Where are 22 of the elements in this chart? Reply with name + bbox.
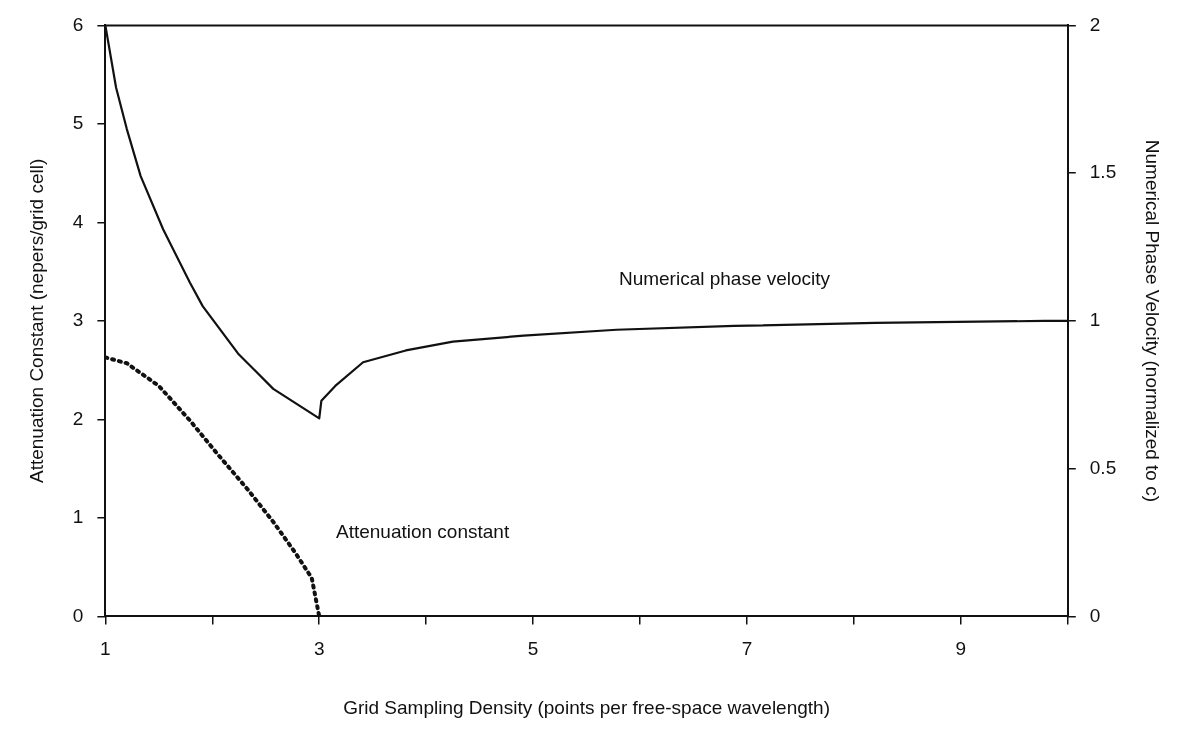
x-tick-label: 7: [741, 638, 753, 660]
x-axis-title: Grid Sampling Density (points per free-space wavelength): [343, 696, 830, 718]
text: Attenuation constant: [335, 521, 510, 543]
series-label: Numerical phase velocity: [618, 268, 831, 289]
y2-tick-label: 2: [1089, 13, 1101, 35]
y-tick-label: 4: [72, 210, 84, 232]
y-tick-label: 5: [72, 112, 84, 134]
y2-tick-label: 0.5: [1089, 456, 1117, 478]
x-tick-label: 5: [527, 638, 539, 660]
x-tick-label: 1: [100, 638, 111, 660]
y-axis-title: Attenuation Constant (nepers/grid cell): [25, 158, 47, 484]
x-tick-label: 3: [313, 638, 325, 660]
y-tick-label: 6: [72, 13, 84, 35]
y2-tick-label: 1: [1089, 309, 1101, 331]
y2-tick-label: 1.5: [1089, 161, 1117, 183]
y-tick-label: 3: [72, 309, 84, 331]
y-tick-label: 2: [72, 407, 84, 429]
y2-tick-label: 0: [1089, 604, 1101, 626]
y-tick-label: 0: [72, 604, 84, 626]
y2-axis-title: Numerical Phase Velocity (normalized to c): [1142, 139, 1164, 502]
x-tick-label: 9: [955, 638, 967, 660]
y-tick-label: 1: [72, 506, 84, 528]
